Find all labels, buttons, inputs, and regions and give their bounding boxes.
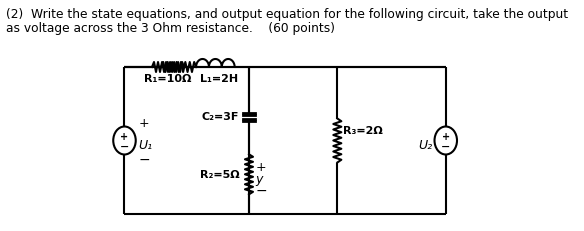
Text: +: +: [138, 116, 149, 129]
Text: +: +: [442, 132, 450, 142]
Text: R₁=10Ω: R₁=10Ω: [144, 74, 192, 84]
Text: +: +: [120, 132, 128, 142]
Text: +: +: [255, 160, 266, 173]
Text: −: −: [120, 141, 129, 151]
Text: −: −: [441, 141, 450, 151]
Text: R₃=2Ω: R₃=2Ω: [343, 126, 383, 136]
Text: C₂=3F: C₂=3F: [202, 111, 239, 121]
Text: −: −: [255, 183, 267, 198]
Text: L₁=2H: L₁=2H: [200, 74, 238, 84]
Text: U₂: U₂: [418, 138, 432, 151]
Text: R₂=5Ω: R₂=5Ω: [200, 170, 239, 179]
Text: U₁: U₁: [138, 138, 152, 151]
Text: as voltage across the 3 Ohm resistance.    (60 points): as voltage across the 3 Ohm resistance. …: [6, 22, 335, 35]
Text: −: −: [138, 152, 150, 166]
Text: y: y: [255, 172, 263, 185]
Text: (2)  Write the state equations, and output equation for the following circuit, t: (2) Write the state equations, and outpu…: [6, 8, 568, 21]
